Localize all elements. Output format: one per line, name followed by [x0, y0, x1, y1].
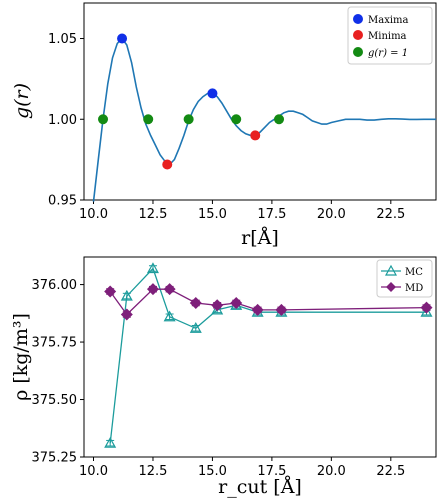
mc-marker	[420, 305, 433, 317]
gr-legend-box	[347, 6, 433, 65]
density-x-tick-label: 17.5	[257, 464, 286, 479]
gr-y-tick-label: 0.95	[48, 194, 77, 209]
md-line	[109, 288, 427, 316]
md-series	[104, 283, 433, 321]
gr1-point	[98, 114, 109, 125]
mc-legend-marker	[384, 264, 398, 276]
gr-y-ticks: 0.95 1.00 1.05	[48, 32, 84, 209]
gr1-point	[231, 114, 242, 125]
md-legend-marker	[386, 282, 396, 292]
md-marker	[189, 296, 202, 309]
md-marker	[230, 296, 243, 309]
md-marker	[420, 301, 433, 314]
gr1-legend-label: g(r) = 1	[368, 48, 408, 59]
mc-marker	[189, 322, 202, 333]
maxima-point	[207, 88, 218, 99]
gr-x-tick-label: 22.5	[376, 207, 405, 222]
gr-x-axis-label: r[Å]	[241, 227, 279, 249]
density-y-axis-label: ρ [kg/m³]	[10, 313, 32, 401]
density-y-tick-label: 376.00	[32, 278, 78, 293]
gr-x-tick-label: 15.0	[198, 207, 227, 222]
md-marker	[211, 299, 224, 312]
gr-legend: Maxima Minima g(r) = 1	[347, 6, 433, 65]
gr1-legend-marker	[353, 47, 363, 57]
gr-plot-frame	[83, 2, 437, 201]
gr-x-ticks: 10.0 12.5 15.0 17.5 20.0 22.5	[79, 200, 405, 222]
mc-marker	[163, 310, 176, 322]
md-marker	[251, 303, 264, 316]
mc-marker	[120, 289, 133, 301]
density-x-tick-label: 10.0	[79, 464, 108, 479]
gr-y-tick-label: 1.05	[48, 32, 77, 47]
density-legend: MC MD	[376, 259, 433, 298]
mc-legend-label: MC	[405, 267, 423, 278]
density-y-tick-label: 375.75	[32, 336, 78, 351]
maxima-legend-marker	[353, 14, 363, 24]
density-x-tick-label: 15.0	[198, 464, 227, 479]
gr1-point	[143, 114, 154, 125]
gr1-point	[274, 114, 285, 125]
density-x-tick-label: 12.5	[138, 464, 167, 479]
density-plot-frame	[83, 256, 437, 458]
gr1-point	[183, 114, 194, 125]
mc-marker	[104, 436, 117, 448]
density-chart: 10.0 12.5 15.0 17.5 20.0 22.5 375.25375.50375…	[10, 256, 437, 498]
gr-chart: 10.0 12.5 15.0 17.5 20.0 22.5 0.95 1.00 1.05 Ma…	[11, 2, 437, 249]
gr-y-axis-label: g(r)	[11, 83, 33, 119]
density-y-ticks: 375.25 375.50 375.75 376.00	[32, 278, 84, 466]
gr-x-tick-label: 17.5	[257, 207, 286, 222]
minima-point	[250, 130, 261, 141]
minima-legend-label: Minima	[368, 31, 407, 42]
density-y-tick-label: 375.50	[32, 393, 78, 408]
md-marker	[120, 308, 133, 321]
maxima-legend-label: Maxima	[368, 15, 409, 26]
md-marker	[146, 283, 159, 296]
mc-marker	[211, 303, 224, 315]
mc-line	[109, 267, 427, 444]
minima-legend-marker	[353, 30, 363, 40]
gr-x-tick-label: 12.5	[138, 207, 167, 222]
gr-y-tick-label: 1.00	[48, 113, 77, 128]
md-marker	[104, 285, 117, 298]
gr-x-tick-label: 20.0	[317, 207, 346, 222]
md-marker	[163, 283, 176, 296]
maxima-point	[117, 33, 128, 44]
density-series	[104, 262, 433, 448]
density-x-ticks: 10.0 12.5 15.0 17.5 20.0 22.5	[79, 457, 405, 479]
gr-points	[98, 33, 285, 170]
minima-point	[162, 159, 173, 170]
density-x-axis-label: r_cut [Å]	[218, 476, 302, 498]
density-x-tick-label: 20.0	[317, 464, 346, 479]
md-marker	[275, 303, 288, 316]
density-x-tick-label: 22.5	[376, 464, 405, 479]
gr-x-tick-label: 10.0	[79, 207, 108, 222]
density-y-tick-label: 375.25	[32, 451, 78, 466]
mc-marker	[146, 262, 159, 274]
md-legend-label: MD	[405, 283, 423, 294]
